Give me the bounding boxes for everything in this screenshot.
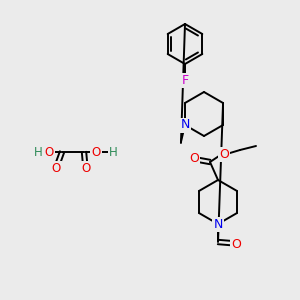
Text: O: O	[92, 146, 100, 158]
Text: O: O	[219, 148, 229, 160]
Text: O: O	[231, 238, 241, 250]
Text: O: O	[51, 161, 61, 175]
Text: O: O	[189, 152, 199, 164]
Text: F: F	[182, 74, 189, 86]
Text: N: N	[213, 218, 223, 230]
Text: N: N	[180, 118, 190, 131]
Text: O: O	[44, 146, 54, 158]
Text: H: H	[109, 146, 117, 158]
Text: H: H	[34, 146, 42, 158]
Text: O: O	[81, 161, 91, 175]
